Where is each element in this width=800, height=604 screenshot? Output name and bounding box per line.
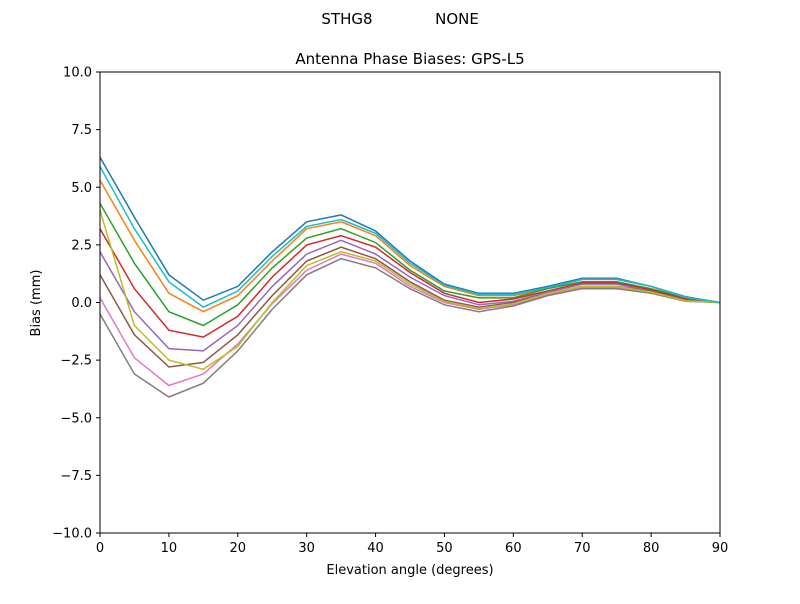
x-tick-label: 30	[298, 541, 315, 556]
series-line-6	[99, 253, 721, 387]
series-line-3	[99, 228, 721, 338]
x-axis: 0 10 20 30 40 50 60 70 80 90	[96, 533, 728, 556]
x-tick-label: 60	[505, 541, 522, 556]
series-line-2	[99, 203, 721, 327]
y-tick-label: −7.5	[60, 469, 92, 484]
x-tick-label: 20	[230, 541, 247, 556]
x-tick-label: 80	[643, 541, 660, 556]
y-tick-label: 0.0	[71, 296, 92, 311]
x-tick-label: 90	[712, 541, 729, 556]
x-tick-label: 70	[574, 541, 591, 556]
y-axis-label: Bias (mm)	[29, 270, 44, 337]
y-tick-label: −2.5	[60, 354, 92, 369]
series-lines	[99, 156, 721, 398]
series-line-9	[99, 166, 721, 308]
x-tick-label: 10	[161, 541, 178, 556]
series-line-8	[99, 210, 721, 371]
series-line-0	[99, 156, 721, 304]
x-tick-label: 50	[436, 541, 453, 556]
suptitle-station: STHG8	[321, 10, 372, 28]
y-tick-label: 2.5	[71, 238, 92, 253]
y-tick-label: −5.0	[60, 411, 92, 426]
y-tick-label: 5.0	[71, 181, 92, 196]
y-tick-label: −10.0	[52, 527, 92, 542]
axes-frame	[99, 71, 721, 534]
series-line-7	[99, 257, 721, 398]
series-line-4	[99, 239, 721, 352]
x-tick-label: 40	[367, 541, 384, 556]
suptitle-radome: NONE	[435, 10, 479, 28]
y-tick-label: 7.5	[71, 123, 92, 138]
x-axis-label: Elevation angle (degrees)	[326, 563, 493, 578]
x-tick-label: 0	[96, 541, 104, 556]
y-axis: 10.0 7.5 5.0 2.5 0.0 −2.5 −5.0 −7.5 −10.0	[52, 66, 100, 542]
y-tick-label: 10.0	[63, 66, 92, 81]
chart-title: Antenna Phase Biases: GPS-L5	[295, 50, 524, 68]
